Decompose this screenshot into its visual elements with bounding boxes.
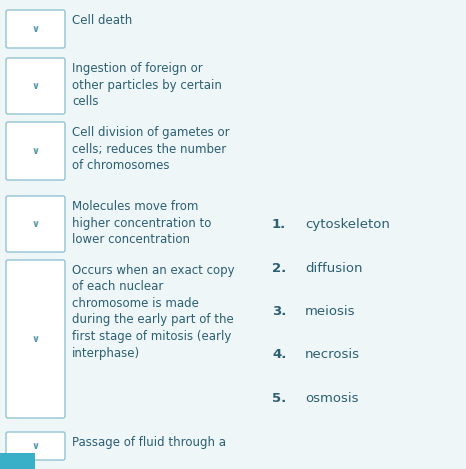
Text: cytoskeleton: cytoskeleton [305,218,390,231]
Text: meiosis: meiosis [305,305,356,318]
Text: ∨: ∨ [32,334,40,344]
Text: Passage of fluid through a: Passage of fluid through a [72,436,226,449]
FancyBboxPatch shape [6,58,65,114]
FancyBboxPatch shape [6,10,65,48]
Text: Occurs when an exact copy
of each nuclear
chromosome is made
during the early pa: Occurs when an exact copy of each nuclea… [72,264,234,360]
FancyBboxPatch shape [6,432,65,460]
FancyBboxPatch shape [6,260,65,418]
Text: diffusion: diffusion [305,262,363,275]
Text: osmosis: osmosis [305,392,358,405]
Text: Cell death: Cell death [72,14,132,27]
Text: Ingestion of foreign or
other particles by certain
cells: Ingestion of foreign or other particles … [72,62,222,108]
Text: ∨: ∨ [32,441,40,451]
Text: ∨: ∨ [32,146,40,156]
Text: Cell division of gametes or
cells; reduces the number
of chromosomes: Cell division of gametes or cells; reduc… [72,126,230,172]
Text: 3.: 3. [272,305,287,318]
FancyBboxPatch shape [6,122,65,180]
Text: ∨: ∨ [32,81,40,91]
Bar [0,453,35,469]
Text: necrosis: necrosis [305,348,360,361]
Text: 5.: 5. [272,392,286,405]
Text: 4.: 4. [272,348,287,361]
Text: Molecules move from
higher concentration to
lower concentration: Molecules move from higher concentration… [72,200,212,246]
Text: 1.: 1. [272,218,286,231]
FancyBboxPatch shape [6,196,65,252]
Text: ∨: ∨ [32,219,40,229]
Text: 2.: 2. [272,262,286,275]
Text: ∨: ∨ [32,24,40,34]
